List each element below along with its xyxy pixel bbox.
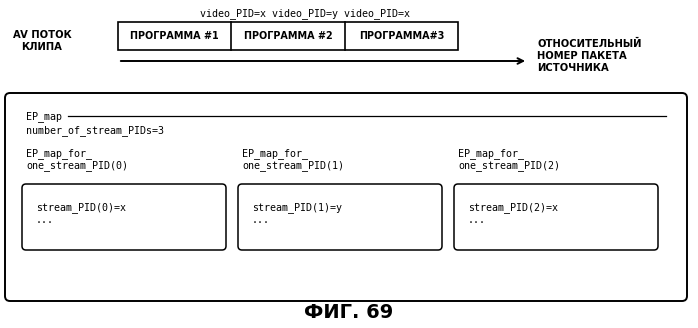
Text: ОТНОСИТЕЛЬНЫЙ
НОМЕР ПАКЕТА
ИСТОЧНИКА: ОТНОСИТЕЛЬНЫЙ НОМЕР ПАКЕТА ИСТОЧНИКА — [537, 39, 641, 72]
Text: number_of_stream_PIDs=3: number_of_stream_PIDs=3 — [26, 125, 164, 136]
Text: stream_PID(2)=x
...: stream_PID(2)=x ... — [468, 202, 558, 224]
Text: ПРОГРАММА #2: ПРОГРАММА #2 — [244, 31, 332, 41]
Text: EP_map_for_
one_stream_PID(0): EP_map_for_ one_stream_PID(0) — [26, 148, 128, 172]
Text: EP_map_for_
one_stream_PID(1): EP_map_for_ one_stream_PID(1) — [242, 148, 344, 172]
FancyBboxPatch shape — [5, 93, 687, 301]
FancyBboxPatch shape — [22, 184, 226, 250]
Text: stream_PID(1)=y
...: stream_PID(1)=y ... — [252, 202, 342, 224]
Text: ПРОГРАММА #1: ПРОГРАММА #1 — [131, 31, 219, 41]
Text: EP_map_for_
one_stream_PID(2): EP_map_for_ one_stream_PID(2) — [458, 148, 560, 172]
Text: ФИГ. 69: ФИГ. 69 — [304, 303, 394, 322]
FancyBboxPatch shape — [238, 184, 442, 250]
FancyBboxPatch shape — [454, 184, 658, 250]
Text: stream_PID(0)=x
...: stream_PID(0)=x ... — [36, 202, 126, 224]
Text: EP_map: EP_map — [26, 111, 62, 122]
FancyBboxPatch shape — [118, 22, 458, 50]
Text: AV ПОТОК
КЛИПА: AV ПОТОК КЛИПА — [13, 30, 71, 51]
Text: ПРОГРАММА#3: ПРОГРАММА#3 — [359, 31, 444, 41]
Text: video_PID=x video_PID=y video_PID=x: video_PID=x video_PID=y video_PID=x — [200, 8, 410, 19]
